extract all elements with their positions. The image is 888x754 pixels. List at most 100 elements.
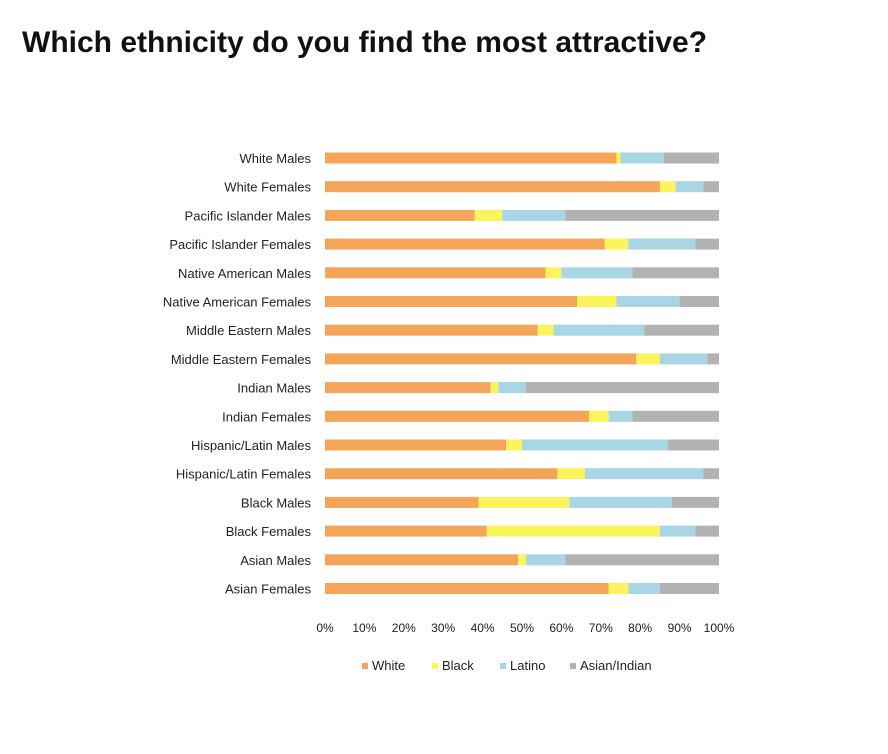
category-label-hispanic-latin-females: Hispanic/Latin Females — [176, 467, 312, 482]
legend-swatch-black — [432, 663, 438, 669]
bar-asian-males-latino — [525, 554, 566, 566]
bar-white-females-black — [659, 181, 676, 193]
x-tick-label: 100% — [704, 621, 735, 635]
bar-pacific-islander-males-black — [474, 209, 503, 221]
bar-native-american-males-asian-indian — [632, 267, 719, 279]
bar-hispanic-latin-females-latino — [585, 468, 704, 480]
category-label-pacific-islander-females: Pacific Islander Females — [169, 237, 311, 252]
bar-pacific-islander-males-latino — [502, 209, 566, 221]
x-tick-label: 70% — [589, 621, 613, 635]
legend-label-black: Black — [442, 658, 474, 673]
bar-native-american-females-asian-indian — [679, 296, 719, 307]
bar-native-american-females-latino — [616, 296, 680, 307]
bar-native-american-females-black — [577, 296, 617, 307]
category-label-middle-eastern-males: Middle Eastern Males — [186, 323, 311, 338]
bar-black-females-white — [325, 525, 487, 537]
x-tick-label: 20% — [392, 621, 416, 635]
bar-pacific-islander-females-white — [325, 238, 605, 250]
bar-asian-males-asian-indian — [565, 554, 719, 566]
category-label-middle-eastern-females: Middle Eastern Females — [171, 352, 312, 367]
bar-asian-females-white — [325, 583, 609, 594]
legend-label-asian-indian: Asian/Indian — [580, 658, 652, 673]
bar-white-males-white — [325, 152, 617, 164]
bar-white-males-black — [616, 152, 621, 164]
bar-white-females-latino — [675, 181, 704, 193]
bar-indian-males-white — [325, 382, 491, 394]
category-label-asian-females: Asian Females — [225, 582, 311, 597]
bar-middle-eastern-males-latino — [553, 324, 645, 336]
legend-swatch-asian-indian — [570, 663, 576, 669]
category-label-indian-females: Indian Females — [222, 409, 311, 424]
bar-middle-eastern-males-black — [537, 324, 554, 336]
bar-pacific-islander-females-black — [604, 238, 629, 250]
x-axis-tick-labels: 0% 10% 20% 30% 40% 50% 60% 70% 80% 90% 100% — [316, 621, 734, 635]
bar-native-american-males-white — [325, 267, 546, 279]
bar-hispanic-latin-males-black — [506, 439, 522, 451]
bar-indian-females-latino — [608, 410, 633, 422]
bar-asian-males-black — [518, 554, 526, 566]
legend-swatch-latino — [500, 663, 506, 669]
bar-asian-females-asian-indian — [659, 583, 719, 594]
bar-hispanic-latin-females-asian-indian — [703, 468, 719, 480]
category-label-indian-males: Indian Males — [237, 381, 311, 396]
bars-group — [325, 152, 719, 594]
bar-middle-eastern-males-asian-indian — [644, 324, 719, 336]
category-label-pacific-islander-males: Pacific Islander Males — [185, 208, 312, 223]
bar-hispanic-latin-females-black — [557, 468, 586, 480]
x-tick-label: 40% — [471, 621, 495, 635]
bar-middle-eastern-males-white — [325, 324, 538, 336]
bar-middle-eastern-females-asian-indian — [707, 353, 719, 365]
bar-black-males-asian-indian — [671, 496, 719, 508]
bar-white-males-latino — [620, 152, 664, 164]
bar-middle-eastern-females-latino — [659, 353, 708, 365]
bar-asian-females-latino — [628, 583, 660, 594]
bar-native-american-males-black — [545, 267, 562, 279]
x-tick-label: 90% — [668, 621, 692, 635]
bar-indian-males-asian-indian — [525, 382, 719, 394]
bar-middle-eastern-females-black — [636, 353, 660, 365]
x-tick-label: 50% — [510, 621, 534, 635]
x-tick-label: 80% — [628, 621, 652, 635]
slide-title: Which ethnicity do you find the most att… — [22, 26, 708, 59]
category-label-native-american-males: Native American Males — [178, 266, 311, 281]
bar-hispanic-latin-males-latino — [522, 439, 668, 451]
bar-indian-females-white — [325, 410, 589, 422]
chart-legend: White Black Latino Asian/Indian — [362, 658, 652, 673]
bar-pacific-islander-females-latino — [628, 238, 696, 250]
bar-white-females-white — [325, 181, 660, 193]
x-tick-label: 60% — [549, 621, 573, 635]
bar-middle-eastern-females-white — [325, 353, 637, 365]
bar-white-females-asian-indian — [703, 181, 719, 193]
bar-pacific-islander-males-asian-indian — [565, 209, 719, 221]
category-label-native-american-females: Native American Females — [163, 295, 312, 310]
x-tick-label: 30% — [431, 621, 455, 635]
bar-native-american-females-white — [325, 296, 578, 307]
bar-asian-males-white — [325, 554, 519, 566]
bar-hispanic-latin-males-asian-indian — [667, 439, 719, 451]
bar-indian-females-asian-indian — [632, 410, 719, 422]
category-labels: White Males White Females Pacific Islander… — [163, 151, 312, 597]
legend-swatch-white — [362, 663, 368, 669]
category-label-hispanic-latin-males: Hispanic/Latin Males — [191, 438, 311, 453]
bar-indian-males-black — [490, 382, 499, 394]
legend-label-white: White — [372, 658, 405, 673]
bar-black-females-asian-indian — [695, 525, 719, 537]
bar-black-males-white — [325, 496, 479, 508]
x-tick-label: 0% — [316, 621, 334, 635]
bar-pacific-islander-males-white — [325, 209, 475, 221]
category-label-white-males: White Males — [239, 151, 311, 166]
bar-native-american-males-latino — [561, 267, 633, 279]
bar-black-females-latino — [659, 525, 696, 537]
category-label-black-females: Black Females — [226, 524, 312, 539]
bar-hispanic-latin-males-white — [325, 439, 507, 451]
legend-label-latino: Latino — [510, 658, 545, 673]
bar-white-males-asian-indian — [663, 152, 719, 164]
bar-asian-females-black — [608, 583, 629, 594]
bar-black-females-black — [486, 525, 660, 537]
category-label-asian-males: Asian Males — [240, 553, 311, 568]
bar-indian-females-black — [588, 410, 609, 422]
bar-pacific-islander-females-asian-indian — [695, 238, 719, 250]
category-label-white-females: White Females — [224, 180, 311, 195]
x-tick-label: 10% — [352, 621, 376, 635]
